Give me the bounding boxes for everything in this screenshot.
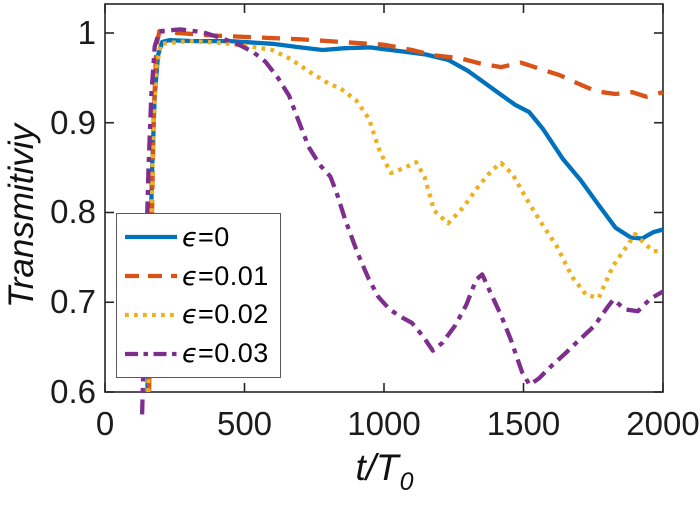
curve-epsilon-0.02 bbox=[146, 38, 663, 393]
y-tick-label-0.7: 0.7 bbox=[50, 283, 96, 321]
x-tick-label-2000: 2000 bbox=[626, 405, 700, 442]
legend-item-epsilon-0.02: ϵ=0.02 bbox=[124, 296, 280, 334]
legend-line-sample-dashed bbox=[125, 273, 177, 279]
legend-label: ϵ=0 bbox=[182, 221, 230, 253]
curve-epsilon-0.01 bbox=[146, 29, 664, 393]
legend-item-epsilon-0.01: ϵ=0.01 bbox=[124, 257, 280, 295]
x-tick-label-1500: 1500 bbox=[486, 405, 561, 442]
legend-label: ϵ=0.02 bbox=[182, 299, 269, 331]
legend-item-epsilon-0.03: ϵ=0.03 bbox=[124, 335, 280, 373]
y-tick-label-1: 1 bbox=[77, 13, 96, 51]
x-axis-label-subscript: 0 bbox=[399, 468, 414, 496]
legend-line-sample-dashdot bbox=[125, 351, 177, 356]
legend: ϵ=0 ϵ=0.01 ϵ=0.02 ϵ=0.03 bbox=[116, 213, 281, 378]
legend-item-epsilon-0: ϵ=0 bbox=[124, 218, 280, 256]
x-tick-label-0: 0 bbox=[95, 405, 115, 442]
y-tick-label-0.9: 0.9 bbox=[50, 103, 96, 141]
legend-label: ϵ=0.01 bbox=[182, 260, 269, 292]
x-axis-label: t/T0 bbox=[284, 447, 484, 496]
y-tick-label-0.8: 0.8 bbox=[50, 193, 96, 231]
curve-epsilon-0.03 bbox=[139, 27, 665, 415]
legend-line-sample-dotted bbox=[125, 312, 177, 318]
x-tick-label-500: 500 bbox=[216, 405, 273, 442]
legend-line-sample-solid bbox=[125, 235, 177, 240]
legend-label: ϵ=0.03 bbox=[182, 338, 269, 370]
x-tick-label-1000: 1000 bbox=[347, 405, 421, 442]
x-axis-label-text: t/T bbox=[355, 447, 399, 488]
y-tick-label-0.6: 0.6 bbox=[50, 373, 96, 410]
curve-epsilon-0 bbox=[145, 38, 664, 393]
